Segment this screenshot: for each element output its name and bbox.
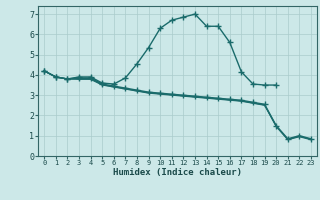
X-axis label: Humidex (Indice chaleur): Humidex (Indice chaleur): [113, 168, 242, 177]
